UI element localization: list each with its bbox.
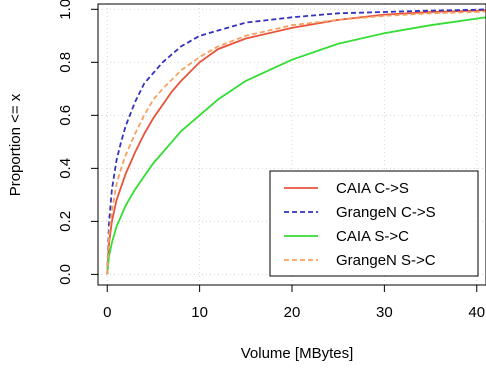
axes: 0 10 20 30 40 0.0 0.2 0.4 0.6 0.8 1.0 [57, 0, 486, 321]
legend-label: GrangeN C->S [336, 204, 436, 221]
legend-label: GrangeN S->C [336, 252, 436, 269]
y-tick-label: 0.6 [57, 105, 74, 126]
x-tick-label: 20 [284, 304, 301, 321]
x-tick-label: 30 [376, 304, 393, 321]
legend-label: CAIA S->C [336, 228, 409, 245]
legend-label: CAIA C->S [336, 180, 409, 197]
x-tick-label: 10 [191, 304, 208, 321]
series-lines [106, 8, 486, 275]
x-tick-label: 40 [468, 304, 485, 321]
x-axis-label: Volume [MBytes] [241, 345, 354, 362]
x-tick-label: 0 [103, 304, 111, 321]
series-line-1 [106, 8, 486, 275]
series-line-3 [106, 10, 486, 275]
series-line-0 [106, 9, 486, 275]
series-line-2 [106, 16, 486, 275]
y-tick-label: 0.2 [57, 211, 74, 232]
y-tick-label: 0.8 [57, 52, 74, 73]
y-tick-label: 0.0 [57, 264, 74, 285]
y-tick-label: 1.0 [57, 0, 74, 20]
y-tick-label: 0.4 [57, 158, 74, 179]
legend: CAIA C->S GrangeN C->S CAIA S->C GrangeN S-… [269, 170, 479, 277]
y-axis-label: Proportion <= x [7, 93, 24, 196]
